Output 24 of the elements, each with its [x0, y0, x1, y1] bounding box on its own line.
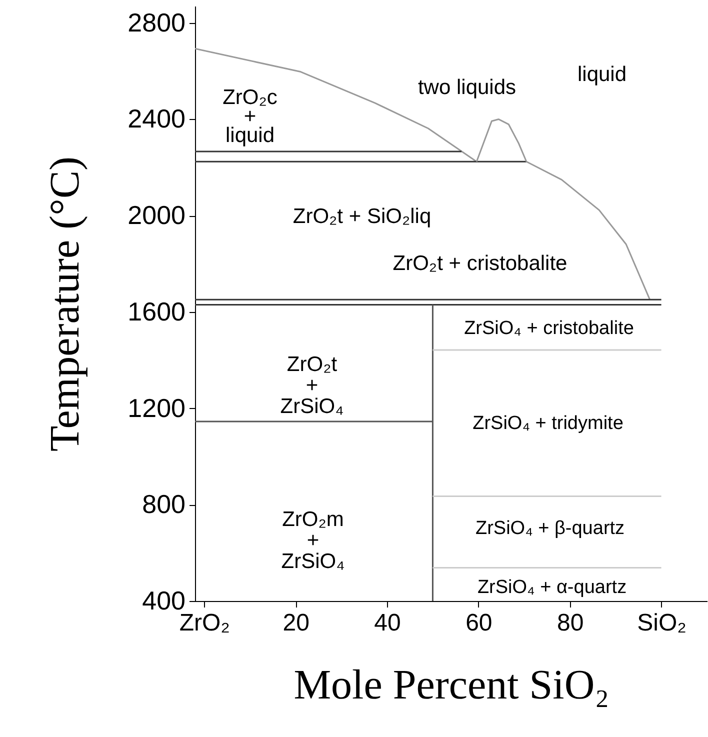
- y-tick-label: 2400: [128, 104, 186, 134]
- annotation: two liquids: [418, 76, 516, 99]
- annotation: ZrSiO₄ + tridymite: [472, 413, 624, 434]
- annotation: liquid: [577, 63, 627, 86]
- y-tick-label: 1600: [128, 296, 186, 326]
- y-tick-label: 2800: [128, 7, 186, 38]
- annotation: ZrSiO₄ + cristobalite: [464, 318, 634, 339]
- annotation: ZrO₂t + SiO₂liq: [292, 205, 432, 228]
- annotation: ZrO₂t + cristobalite: [392, 252, 568, 275]
- annotation: ZrO₂t + ZrSiO₄: [280, 353, 344, 418]
- x-tick-label: 60: [466, 610, 492, 636]
- annotation: ZrO₂c + liquid: [222, 86, 278, 147]
- annotation: ZrSiO₄ + β-quartz: [475, 518, 625, 539]
- annotation: ZrSiO₄ + α-quartz: [477, 577, 627, 598]
- x-tick-label: 20: [282, 610, 310, 636]
- y-tick-label: 2000: [128, 200, 186, 230]
- x-tick-label: 40: [374, 610, 401, 636]
- x-tick-label: SiO₂: [637, 610, 686, 636]
- y-tick-label: 800: [142, 489, 186, 520]
- y-tick-label: 1200: [128, 392, 186, 423]
- x-axis-title: Mole Percent SiO₂: [294, 662, 610, 708]
- x-tick-label: 80: [557, 610, 584, 636]
- y-axis-title: Temperature (°C): [42, 156, 89, 452]
- annotation: ZrO₂m + ZrSiO₄: [281, 508, 345, 573]
